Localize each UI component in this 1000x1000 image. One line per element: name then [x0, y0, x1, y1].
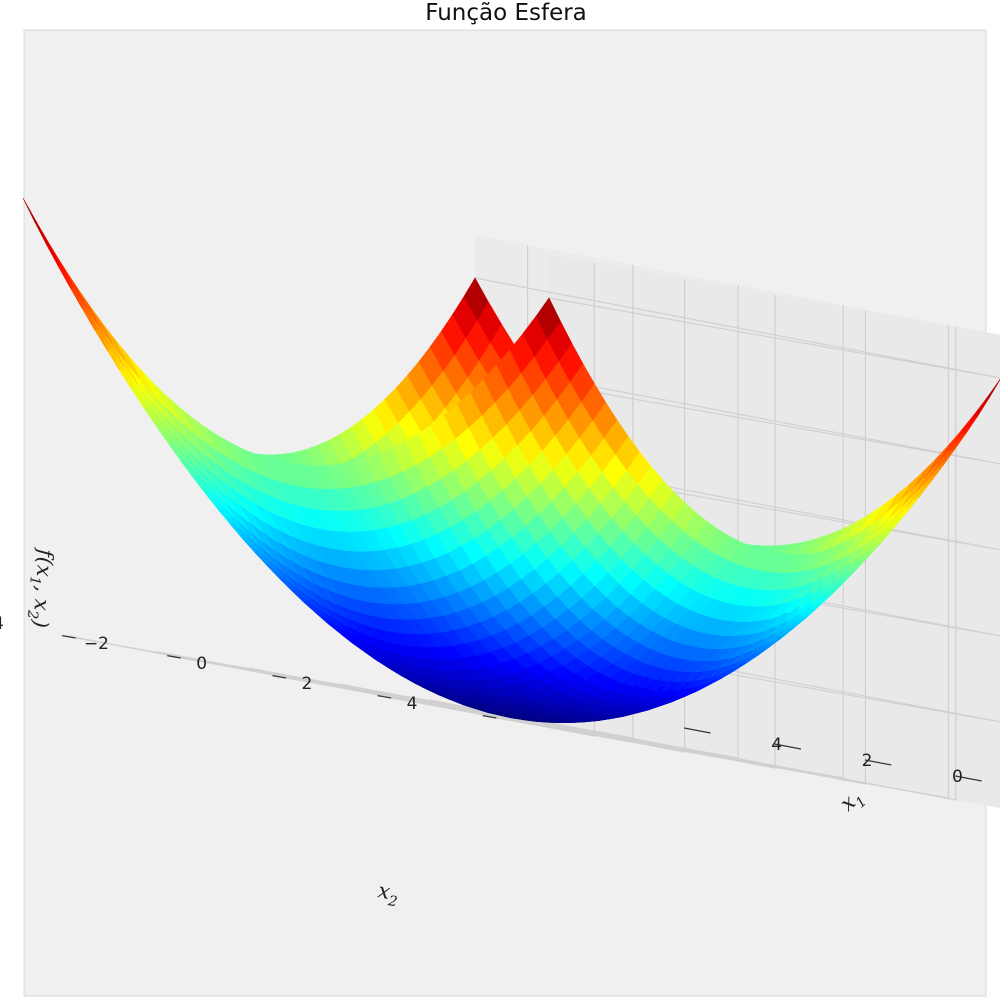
grid-line — [474, 277, 1000, 379]
x1-tick-mark — [955, 775, 982, 782]
z-axis-label-main: f(x — [32, 546, 58, 578]
z-axis-label: f(x1, x2) — [23, 546, 58, 629]
x2-tick-mark — [272, 675, 287, 679]
x1-tick-label: 0 — [952, 767, 963, 787]
x2-axis-label: x2 — [375, 878, 401, 910]
grid-line — [474, 363, 1000, 465]
x2-tick-mark — [482, 715, 497, 719]
surface-mesh — [22, 197, 1000, 724]
chart-title: Função Esfera — [425, 0, 587, 26]
x2-axis-label-sub: 2 — [386, 893, 399, 910]
x1-tick-label: 4 — [771, 735, 782, 755]
surface-patch — [22, 197, 48, 245]
x1-tick-label: 2 — [862, 751, 873, 771]
grid-line — [158, 279, 686, 753]
z-axis-label-sub1: 1 — [26, 576, 43, 586]
x2-tick-mark — [377, 695, 392, 699]
x1-tick-mark — [774, 743, 802, 750]
x2-tick-label: 0 — [196, 654, 207, 674]
x2-tick-label: −4 — [0, 614, 4, 634]
x2-tick-mark — [61, 635, 76, 639]
grid-line — [248, 295, 776, 769]
x1-tick-mark — [684, 727, 711, 734]
x2-tick-mark — [167, 655, 181, 659]
grid-line — [496, 325, 950, 799]
x2-tick-label: −2 — [84, 634, 109, 654]
z-axis-label-end: ) — [28, 618, 53, 629]
z-axis-label-sub2: 2 — [24, 609, 41, 620]
x2-tick-label: 4 — [407, 694, 418, 714]
grid-lines — [68, 245, 1000, 801]
z-axis-label-mid: , x — [29, 585, 55, 612]
x1-tick-mark — [864, 759, 892, 766]
x2-axis-label-main: x — [376, 878, 392, 904]
x2-tick-label: 2 — [301, 674, 312, 694]
